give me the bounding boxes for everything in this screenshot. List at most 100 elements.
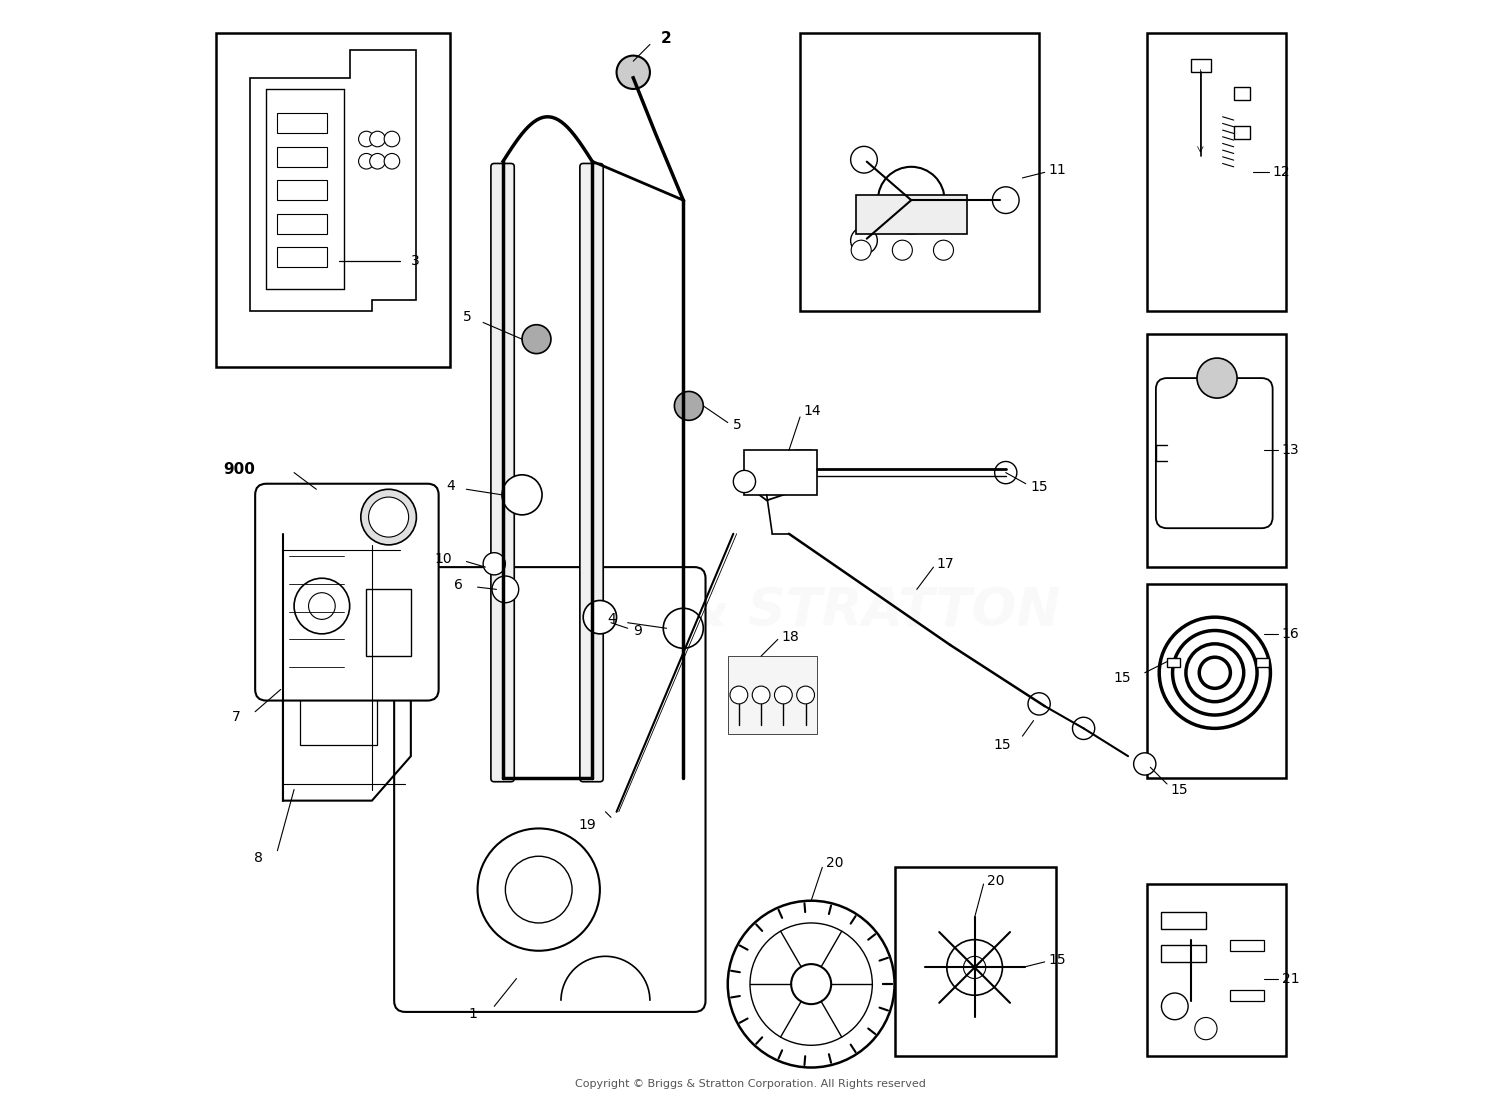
Text: 19: 19 bbox=[579, 818, 597, 832]
Text: 1: 1 bbox=[468, 1007, 477, 1021]
Text: 2: 2 bbox=[662, 31, 672, 47]
Text: 18: 18 bbox=[782, 631, 800, 644]
Text: 15: 15 bbox=[1030, 480, 1048, 494]
Circle shape bbox=[503, 475, 542, 515]
Bar bbox=[1167, 658, 1180, 667]
Bar bbox=[1148, 884, 1286, 1056]
FancyBboxPatch shape bbox=[394, 567, 705, 1012]
Polygon shape bbox=[238, 44, 438, 356]
Circle shape bbox=[878, 167, 945, 234]
Text: 7: 7 bbox=[232, 711, 240, 724]
Circle shape bbox=[369, 497, 408, 537]
Text: 21: 21 bbox=[1281, 972, 1299, 985]
Bar bbox=[300, 589, 378, 745]
Circle shape bbox=[728, 901, 894, 1068]
Circle shape bbox=[750, 923, 873, 1045]
Circle shape bbox=[362, 489, 417, 545]
Bar bbox=[1230, 990, 1263, 1001]
Text: 15: 15 bbox=[1170, 783, 1188, 796]
Circle shape bbox=[358, 131, 374, 147]
Circle shape bbox=[1028, 693, 1050, 715]
FancyBboxPatch shape bbox=[490, 163, 514, 782]
Circle shape bbox=[477, 828, 600, 951]
Circle shape bbox=[946, 940, 1002, 995]
Circle shape bbox=[963, 956, 986, 979]
Bar bbox=[1256, 658, 1269, 667]
Bar bbox=[744, 450, 816, 495]
Circle shape bbox=[492, 576, 519, 603]
Bar bbox=[278, 147, 327, 167]
Bar bbox=[1191, 59, 1212, 72]
FancyBboxPatch shape bbox=[580, 163, 603, 782]
Text: 20: 20 bbox=[825, 856, 843, 870]
Circle shape bbox=[892, 240, 912, 260]
Circle shape bbox=[790, 964, 831, 1004]
Circle shape bbox=[358, 153, 374, 169]
Bar bbox=[1161, 912, 1206, 929]
Text: 16: 16 bbox=[1281, 627, 1299, 641]
Bar bbox=[800, 33, 1040, 311]
Bar bbox=[1148, 584, 1286, 778]
Circle shape bbox=[522, 325, 550, 354]
Circle shape bbox=[730, 686, 748, 704]
Text: 3: 3 bbox=[411, 255, 420, 268]
Text: 15: 15 bbox=[993, 738, 1011, 752]
Circle shape bbox=[675, 391, 704, 420]
Circle shape bbox=[483, 553, 506, 575]
Bar bbox=[1233, 126, 1251, 139]
Circle shape bbox=[850, 227, 877, 254]
Text: 14: 14 bbox=[804, 405, 820, 418]
Circle shape bbox=[1072, 717, 1095, 739]
Circle shape bbox=[933, 240, 954, 260]
Circle shape bbox=[616, 56, 650, 89]
Text: 5: 5 bbox=[734, 418, 742, 431]
Circle shape bbox=[309, 593, 334, 619]
Circle shape bbox=[993, 187, 1018, 214]
Circle shape bbox=[1161, 993, 1188, 1020]
Bar bbox=[1148, 33, 1286, 311]
Circle shape bbox=[1196, 1017, 1216, 1040]
Text: 15: 15 bbox=[1048, 953, 1065, 966]
Bar bbox=[1161, 945, 1206, 962]
Bar bbox=[855, 195, 968, 234]
Bar bbox=[366, 589, 411, 656]
Bar bbox=[1148, 334, 1286, 567]
FancyBboxPatch shape bbox=[1156, 378, 1272, 528]
Circle shape bbox=[584, 600, 616, 634]
Circle shape bbox=[384, 131, 399, 147]
Circle shape bbox=[1197, 358, 1237, 398]
Bar bbox=[1230, 940, 1263, 951]
Text: 11: 11 bbox=[1048, 163, 1066, 177]
Circle shape bbox=[384, 153, 399, 169]
Bar bbox=[216, 33, 450, 367]
Text: 15: 15 bbox=[1114, 672, 1131, 685]
Circle shape bbox=[369, 153, 386, 169]
Circle shape bbox=[752, 686, 770, 704]
Circle shape bbox=[850, 240, 871, 260]
Circle shape bbox=[294, 578, 350, 634]
Text: 13: 13 bbox=[1281, 444, 1299, 457]
Text: 5: 5 bbox=[464, 310, 472, 324]
Bar bbox=[278, 214, 327, 234]
Circle shape bbox=[994, 461, 1017, 484]
Circle shape bbox=[796, 686, 814, 704]
Polygon shape bbox=[744, 450, 816, 500]
Circle shape bbox=[734, 470, 756, 493]
Bar bbox=[894, 867, 1056, 1056]
Bar bbox=[278, 180, 327, 200]
Text: 4: 4 bbox=[447, 479, 456, 493]
Bar bbox=[278, 113, 327, 133]
Circle shape bbox=[774, 686, 792, 704]
Text: 12: 12 bbox=[1272, 166, 1290, 179]
Text: 6: 6 bbox=[454, 578, 464, 592]
Bar bbox=[728, 656, 816, 734]
Text: 4: 4 bbox=[608, 613, 616, 626]
Text: 17: 17 bbox=[938, 557, 954, 570]
Text: BRIGGS & STRATTON: BRIGGS & STRATTON bbox=[440, 586, 1060, 637]
Text: 900: 900 bbox=[224, 461, 255, 477]
Circle shape bbox=[506, 856, 572, 923]
Circle shape bbox=[1134, 753, 1156, 775]
Bar bbox=[278, 247, 327, 267]
Circle shape bbox=[850, 147, 877, 173]
Text: 9: 9 bbox=[633, 624, 642, 637]
